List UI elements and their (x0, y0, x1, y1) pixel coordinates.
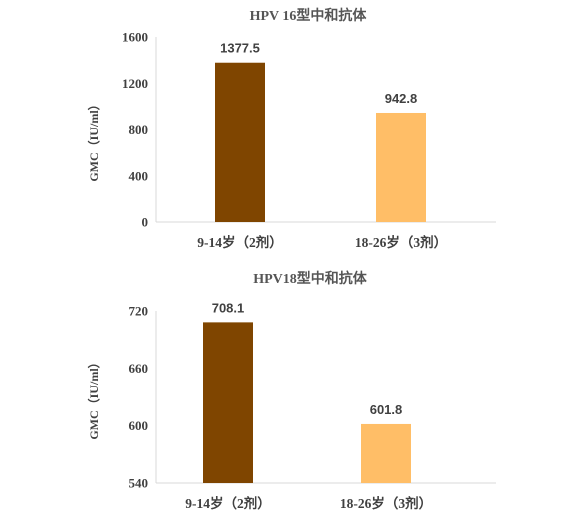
bar-2 (361, 423, 411, 483)
data-labels: 1377.5 942.8 (220, 41, 417, 106)
x-tick-labels: 9-14岁（2剂） 18-26岁（3剂） (185, 495, 432, 511)
bars (203, 322, 411, 483)
y-ticks: 540 600 660 720 (129, 304, 149, 491)
x-tick-label: 18-26岁（3剂） (340, 495, 432, 511)
y-tick-label: 1200 (122, 76, 148, 91)
hpv18-chart: HPV18型中和抗体 GMC（IU/ml） 540 600 660 720 708.1… (86, 270, 496, 511)
hpv16-chart: HPV 16型中和抗体 GMC（IU/ml） 0 400 800 1200 1600 1… (86, 7, 496, 250)
y-tick-label: 0 (142, 215, 149, 230)
x-tick-label: 9-14岁（2剂） (185, 495, 271, 511)
data-label: 942.8 (385, 91, 418, 106)
bars (215, 62, 426, 222)
chart-title: HPV18型中和抗体 (253, 270, 368, 287)
y-tick-label: 400 (129, 168, 149, 183)
chart-title: HPV 16型中和抗体 (250, 7, 368, 24)
y-tick-label: 800 (129, 122, 149, 137)
x-tick-labels: 9-14岁（2剂） 18-26岁（3剂） (197, 234, 447, 250)
x-tick-label: 18-26岁（3剂） (355, 234, 447, 250)
y-tick-label: 540 (129, 476, 149, 491)
y-tick-label: 1600 (122, 30, 148, 45)
y-axis-label: GMC（IU/ml） (86, 98, 101, 181)
y-ticks: 0 400 800 1200 1600 (122, 30, 148, 230)
y-tick-label: 600 (129, 418, 149, 433)
bar-2 (376, 112, 426, 222)
data-label: 601.8 (370, 402, 403, 417)
y-tick-label: 660 (129, 361, 149, 376)
y-axis-label: GMC（IU/ml） (86, 356, 101, 439)
x-tick-label: 9-14岁（2剂） (197, 234, 283, 250)
y-tick-label: 720 (129, 304, 149, 319)
bar-1 (203, 322, 253, 483)
bar-1 (215, 62, 265, 222)
data-label: 708.1 (212, 300, 245, 315)
data-labels: 708.1 601.8 (212, 300, 403, 417)
data-label: 1377.5 (220, 41, 260, 56)
